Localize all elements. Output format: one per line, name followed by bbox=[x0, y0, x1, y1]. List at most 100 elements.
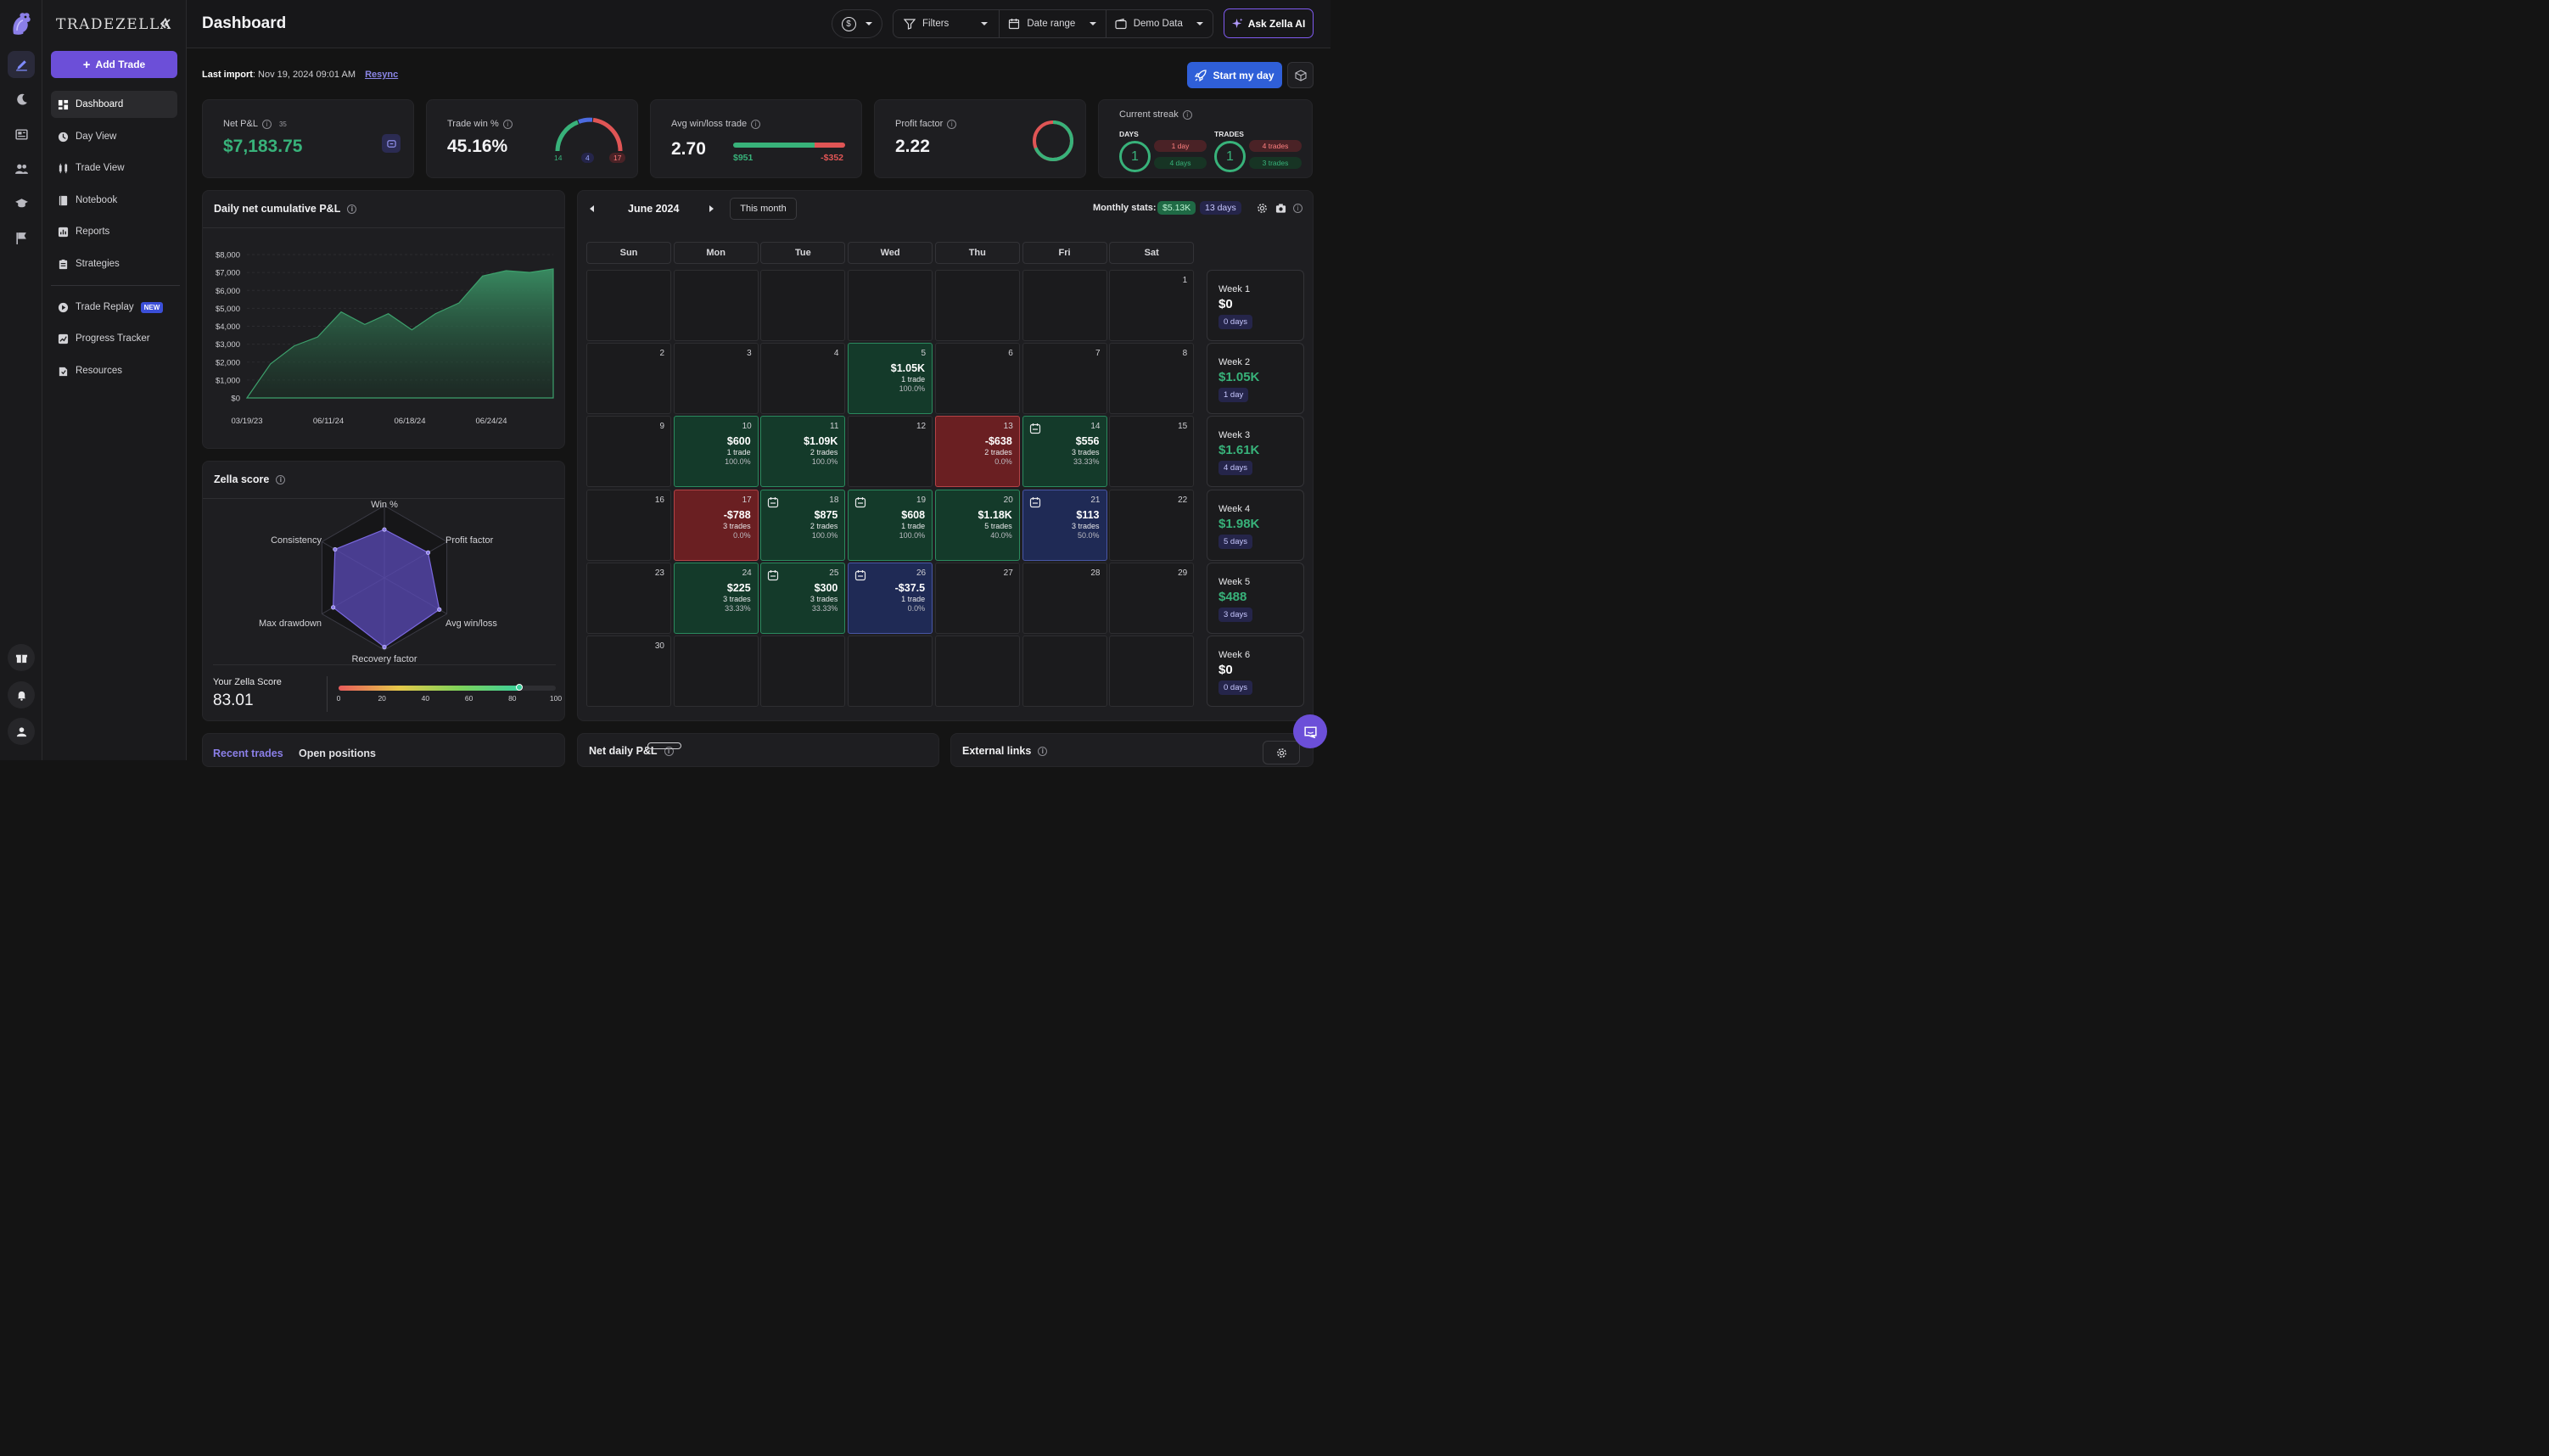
nav-item-dashboard[interactable]: Dashboard bbox=[51, 91, 177, 118]
start-my-day-button[interactable]: Start my day bbox=[1187, 62, 1282, 88]
resync-link[interactable]: Resync bbox=[365, 70, 399, 80]
day-number: 26 bbox=[916, 568, 927, 578]
week-summary-card[interactable]: Week 6 $0 0 days bbox=[1207, 636, 1304, 707]
filters-dropdown[interactable]: Filters bbox=[894, 10, 1000, 37]
tab-recent-trades[interactable]: Recent trades bbox=[213, 748, 283, 759]
calendar-day-cell[interactable]: 17 -$788 3 trades 0.0% bbox=[673, 489, 759, 561]
calendar-day-cell[interactable]: 5 $1.05K 1 trade 100.0% bbox=[848, 343, 933, 415]
nav-item-notebook[interactable]: Notebook bbox=[51, 187, 177, 214]
nav-item-trade-replay[interactable]: Trade Replay NEW bbox=[51, 294, 177, 321]
calendar-day-cell[interactable]: 26 -$37.5 1 trade 0.0% bbox=[848, 562, 933, 634]
nav-item-progress-tracker[interactable]: Progress Tracker bbox=[51, 325, 177, 352]
rail-news-icon[interactable] bbox=[8, 120, 35, 148]
calendar-day-cell[interactable]: 16 bbox=[586, 489, 671, 561]
info-icon[interactable]: i bbox=[1182, 109, 1192, 120]
nav-item-trade-view[interactable]: Trade View bbox=[51, 154, 177, 182]
calendar-day-cell[interactable]: 28 bbox=[1022, 562, 1107, 634]
radar-point bbox=[333, 546, 338, 552]
calendar-day-cell[interactable]: 9 bbox=[586, 416, 671, 488]
info-icon[interactable]: i bbox=[664, 746, 674, 756]
rail-profile-icon[interactable] bbox=[8, 718, 35, 745]
week-summary-card[interactable]: Week 5 $488 3 days bbox=[1207, 562, 1304, 634]
calendar-day-cell[interactable]: 10 $600 1 trade 100.0% bbox=[673, 416, 759, 488]
info-icon[interactable]: i bbox=[1038, 746, 1048, 756]
info-icon[interactable]: i bbox=[261, 119, 272, 129]
info-icon[interactable]: i bbox=[751, 119, 761, 129]
journal-note-icon[interactable] bbox=[854, 569, 866, 581]
calendar-day-cell[interactable]: 18 $875 2 trades 100.0% bbox=[760, 489, 846, 561]
x-tick-label: 03/19/23 bbox=[232, 417, 263, 426]
calendar-day-cell[interactable]: 8 bbox=[1109, 343, 1195, 415]
nav-item-label: Notebook bbox=[76, 195, 118, 205]
nav-item-reports[interactable]: Reports bbox=[51, 218, 177, 245]
journal-note-icon[interactable] bbox=[767, 569, 779, 581]
week-summary-card[interactable]: Week 4 $1.98K 5 days bbox=[1207, 489, 1304, 561]
info-icon[interactable]: i bbox=[1293, 204, 1303, 213]
prev-month-icon[interactable] bbox=[588, 204, 597, 213]
calendar-day-cell[interactable]: 14 $556 3 trades 33.33% bbox=[1022, 416, 1107, 488]
calendar-day-cell[interactable]: 13 -$638 2 trades 0.0% bbox=[934, 416, 1020, 488]
rail-gift-icon[interactable] bbox=[8, 644, 35, 671]
settings-icon[interactable] bbox=[1257, 203, 1268, 214]
calendar-day-cell[interactable]: 2 bbox=[586, 343, 671, 415]
journal-note-icon[interactable] bbox=[1029, 496, 1041, 508]
week-summary-card[interactable]: Week 2 $1.05K 1 day bbox=[1207, 343, 1304, 415]
tab-open-positions[interactable]: Open positions bbox=[299, 748, 376, 759]
rail-bell-icon[interactable] bbox=[8, 681, 35, 708]
this-month-button[interactable]: This month bbox=[730, 198, 797, 220]
week-summary-card[interactable]: Week 1 $0 0 days bbox=[1207, 270, 1304, 341]
external-links-settings-button[interactable] bbox=[1263, 741, 1300, 764]
rail-edit-icon[interactable] bbox=[8, 51, 35, 78]
collapse-sidebar-icon[interactable] bbox=[158, 16, 173, 31]
info-icon[interactable]: i bbox=[947, 119, 957, 129]
chat-support-button[interactable] bbox=[1293, 714, 1327, 748]
calendar-day-cell[interactable]: 24 $225 3 trades 33.33% bbox=[673, 562, 759, 634]
calendar-day-cell[interactable]: 19 $608 1 trade 100.0% bbox=[848, 489, 933, 561]
calendar-day-cell[interactable]: 20 $1.18K 5 trades 40.0% bbox=[934, 489, 1020, 561]
calendar-day-cell[interactable]: 7 bbox=[1022, 343, 1107, 415]
nav-item-strategies[interactable]: Strategies bbox=[51, 250, 177, 277]
account-dropdown[interactable]: Demo Data bbox=[1106, 10, 1213, 37]
info-icon[interactable]: i bbox=[347, 204, 357, 214]
calendar-day-cell[interactable]: 27 bbox=[934, 562, 1020, 634]
nav-item-resources[interactable]: Resources bbox=[51, 357, 177, 384]
calendar-day-cell[interactable]: 15 bbox=[1109, 416, 1195, 488]
calendar-day-cell[interactable]: 12 bbox=[848, 416, 933, 488]
calendar-day-cell[interactable]: 21 $113 3 trades 50.0% bbox=[1022, 489, 1107, 561]
calendar-day-cell[interactable]: 22 bbox=[1109, 489, 1195, 561]
rail-users-icon[interactable] bbox=[8, 155, 35, 182]
nav-item-day-view[interactable]: Day View bbox=[51, 123, 177, 150]
week-summary-card[interactable]: Week 3 $1.61K 4 days bbox=[1207, 416, 1304, 488]
next-month-icon[interactable] bbox=[707, 204, 715, 213]
journal-note-icon[interactable] bbox=[767, 496, 779, 508]
calendar-day-cell[interactable]: 11 $1.09K 2 trades 100.0% bbox=[760, 416, 846, 488]
calendar-day-cell[interactable]: 1 bbox=[1109, 270, 1195, 341]
rail-flag-icon[interactable] bbox=[8, 224, 35, 251]
tradezella-logo-icon[interactable] bbox=[8, 10, 34, 37]
journal-note-icon[interactable] bbox=[854, 496, 866, 508]
toggle-switch[interactable] bbox=[647, 742, 681, 749]
calendar-day-cell[interactable]: 6 bbox=[934, 343, 1020, 415]
currency-select[interactable]: $ bbox=[832, 9, 882, 38]
x-tick-label: 06/24/24 bbox=[476, 417, 507, 426]
rail-graduation-icon[interactable] bbox=[8, 189, 35, 216]
info-icon[interactable]: i bbox=[276, 474, 286, 484]
add-trade-button[interactable]: + Add Trade bbox=[51, 51, 177, 78]
calendar-day-cell[interactable]: 30 bbox=[586, 636, 671, 707]
calendar-day-cell[interactable]: 3 bbox=[673, 343, 759, 415]
calendar-day-cell[interactable]: 29 bbox=[1109, 562, 1195, 634]
ask-zella-ai-button[interactable]: Ask Zella AI bbox=[1224, 8, 1314, 38]
rail-moon-icon[interactable] bbox=[8, 86, 35, 113]
weekday-header: Thu bbox=[934, 242, 1020, 264]
info-icon[interactable]: i bbox=[502, 119, 513, 129]
date-range-dropdown[interactable]: Date range bbox=[1000, 10, 1106, 37]
camera-icon[interactable] bbox=[1275, 203, 1286, 214]
calendar-day-cell[interactable]: 4 bbox=[760, 343, 846, 415]
journal-note-icon[interactable] bbox=[1029, 423, 1041, 434]
net-pnl-label-row: Net P&L i 35 bbox=[223, 119, 287, 129]
net-pnl-chip-icon[interactable] bbox=[382, 134, 401, 153]
calendar-day-cell[interactable]: 23 bbox=[586, 562, 671, 634]
cube-button[interactable] bbox=[1287, 62, 1314, 88]
calendar-day-cell[interactable]: 25 $300 3 trades 33.33% bbox=[760, 562, 846, 634]
radar-point bbox=[331, 605, 336, 610]
